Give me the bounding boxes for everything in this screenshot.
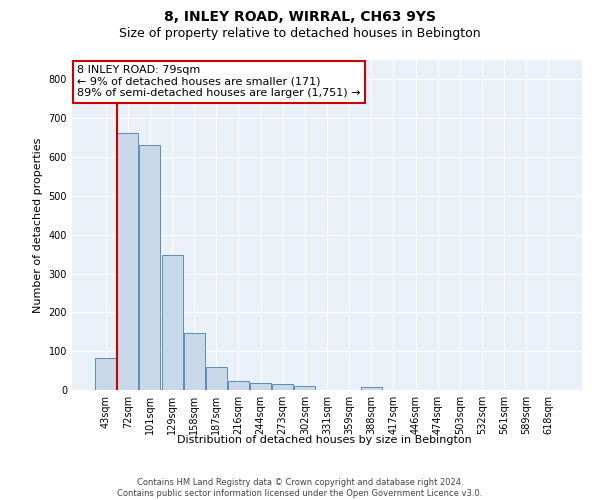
Bar [118,132,139,390]
Text: Contains HM Land Registry data © Crown copyright and database right 2024.
Contai: Contains HM Land Registry data © Crown c… [118,478,482,498]
Text: 8, INLEY ROAD, WIRRAL, CH63 9YS: 8, INLEY ROAD, WIRRAL, CH63 9YS [164,10,436,24]
Bar [184,333,205,390]
Bar [228,382,249,390]
Text: Size of property relative to detached houses in Bebington: Size of property relative to detached ho… [119,28,481,40]
Bar [295,386,316,390]
Bar [361,387,382,390]
Text: 8 INLEY ROAD: 79sqm
← 9% of detached houses are smaller (171)
89% of semi-detach: 8 INLEY ROAD: 79sqm ← 9% of detached hou… [77,65,361,98]
Bar [139,146,160,390]
Y-axis label: Number of detached properties: Number of detached properties [33,138,43,312]
Bar [272,384,293,390]
Bar [206,368,227,390]
Text: Distribution of detached houses by size in Bebington: Distribution of detached houses by size … [176,435,472,445]
Bar [161,255,182,390]
Bar [250,383,271,390]
Bar [95,358,116,390]
